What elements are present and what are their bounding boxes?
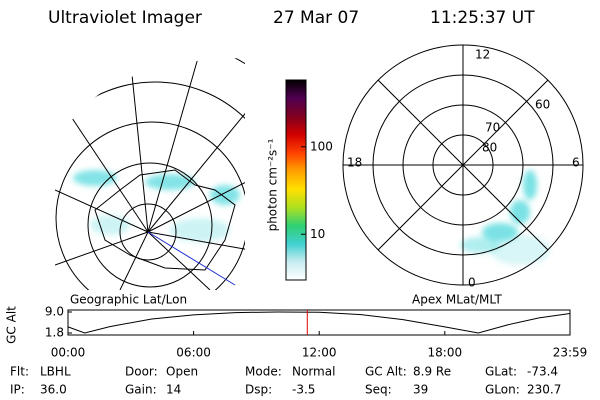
field-label: GLon: bbox=[485, 383, 520, 397]
x-tick-label: 23:59 bbox=[553, 346, 588, 360]
y-tick-label: 1.8 bbox=[45, 326, 64, 340]
field-value: Normal bbox=[292, 365, 335, 379]
altitude-line bbox=[67, 311, 571, 334]
field-value: -3.5 bbox=[292, 383, 315, 397]
field-value: 39 bbox=[413, 383, 428, 397]
field-value: 230.7 bbox=[527, 383, 561, 397]
mlt-label: 12 bbox=[475, 48, 490, 62]
colorbar-label: photon cm⁻²s⁻¹ bbox=[266, 138, 280, 231]
x-tick-label: 00:00 bbox=[51, 346, 86, 360]
field-label: IP: bbox=[10, 383, 25, 397]
lat-label: 80 bbox=[482, 141, 497, 155]
lat-label: 70 bbox=[485, 121, 500, 135]
x-tick-label: 12:00 bbox=[302, 346, 337, 360]
field-label: GLat: bbox=[485, 365, 517, 379]
time: 11:25:37 UT bbox=[430, 8, 535, 28]
field-label: GC Alt: bbox=[365, 365, 407, 379]
colorbar bbox=[285, 79, 307, 281]
field-label: Seq: bbox=[365, 383, 392, 397]
field-label: Flt: bbox=[10, 365, 29, 379]
field-label: Mode: bbox=[245, 365, 282, 379]
x-tick-label: 18:00 bbox=[428, 346, 463, 360]
field-label: Dsp: bbox=[245, 383, 272, 397]
geographic-map bbox=[55, 58, 245, 290]
field-value: -73.4 bbox=[527, 365, 558, 379]
date: 27 Mar 07 bbox=[273, 8, 359, 28]
mlt-label: 18 bbox=[347, 156, 362, 170]
colorbar-tick-label: 10 bbox=[310, 227, 325, 241]
field-value: 36.0 bbox=[40, 383, 67, 397]
mlt-label: 6 bbox=[572, 156, 580, 170]
magnetic-map bbox=[342, 44, 584, 286]
y-axis-label: GC Alt bbox=[5, 306, 19, 344]
field-value: Open bbox=[166, 365, 198, 379]
field-value: 14 bbox=[166, 383, 181, 397]
field-value: 8.9 Re bbox=[413, 365, 451, 379]
y-tick-label: 9.0 bbox=[45, 305, 64, 319]
lat-label: 60 bbox=[535, 98, 550, 112]
field-label: Door: bbox=[125, 365, 158, 379]
mlt-label: 0 bbox=[468, 276, 476, 290]
field-label: Gain: bbox=[125, 383, 157, 397]
title: Ultraviolet Imager bbox=[48, 8, 202, 28]
map-label: Geographic Lat/Lon bbox=[70, 293, 187, 307]
map-label: Apex MLat/MLT bbox=[412, 293, 502, 307]
field-value: LBHL bbox=[40, 365, 71, 379]
colorbar-tick-label: 100 bbox=[310, 139, 333, 153]
x-tick-label: 06:00 bbox=[176, 346, 211, 360]
